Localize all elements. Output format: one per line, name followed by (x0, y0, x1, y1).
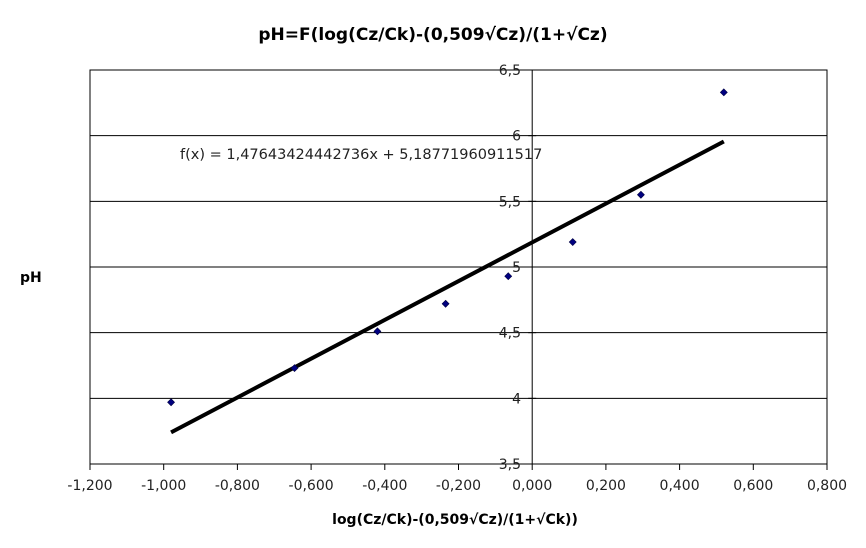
y-tick-label: 5,5 (499, 194, 521, 210)
data-point (167, 398, 175, 407)
data-point (441, 299, 450, 308)
data-point (373, 327, 382, 336)
x-tick-label: 0,400 (660, 478, 700, 494)
trendline-equation: f(x) = 1,47643424442736x + 5,18771960911… (180, 147, 542, 163)
gridlines (90, 69, 827, 465)
trendline (170, 139, 725, 435)
y-tick-label: 5 (512, 260, 521, 276)
x-tick-label: -1,200 (67, 478, 112, 494)
y-tick-label: 4,5 (499, 326, 521, 342)
y-axis-label: pH (20, 270, 42, 286)
data-points (167, 88, 728, 407)
x-tick-label: 0,800 (807, 478, 847, 494)
y-tick-label: 3,5 (499, 457, 521, 473)
trendline-line (170, 139, 725, 435)
x-tick-label: -1,000 (141, 478, 186, 494)
x-axis-label: log(Cz/Ck)-(0,509√Cz)/(1+√Ck)) (332, 512, 578, 528)
x-tick-label: -0,800 (215, 478, 260, 494)
data-point (719, 88, 728, 97)
data-point (568, 238, 577, 246)
x-axis-ticks: -1,200 -1,000 -0,800 -0,600 -0,400 -0,200 0,00… (67, 464, 847, 494)
data-point (504, 272, 513, 281)
x-tick-label: 0,000 (512, 478, 552, 494)
x-tick-label: -0,200 (436, 478, 481, 494)
y-axis-ticks: 3,5 4 4,5 5 5,5 6 6,5 (499, 63, 521, 473)
chart-title: pH=F(log(Cz/Ck)-(0,509√Cz)/(1+√Cz) (258, 25, 607, 45)
x-tick-label: 0,600 (733, 478, 773, 494)
x-tick-label: -0,400 (362, 478, 407, 494)
data-point (636, 190, 645, 199)
x-tick-label: -0,600 (289, 478, 334, 494)
y-tick-label: 4 (512, 391, 521, 407)
x-tick-label: 0,200 (586, 478, 626, 494)
y-tick-label: 6 (512, 129, 521, 145)
data-point (290, 364, 299, 373)
y-tick-label: 6,5 (499, 63, 521, 79)
